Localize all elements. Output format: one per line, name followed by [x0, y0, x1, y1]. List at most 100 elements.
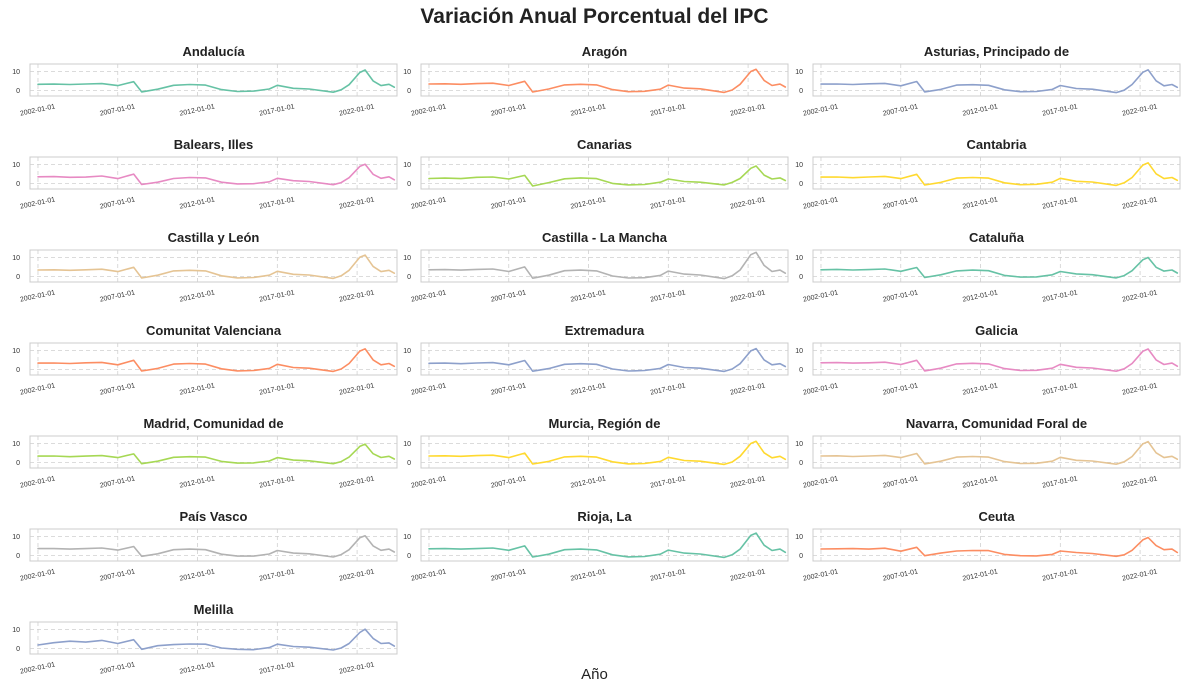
plot-frame: [812, 342, 1181, 376]
series-line: [820, 348, 1179, 372]
x-tick-label: 2012-01-01: [179, 568, 216, 582]
plot-frame: [420, 528, 789, 562]
subplot: Canarias 0 10 2002-01-01 2007-01-01 2012-01-0…: [403, 137, 789, 211]
x-tick-label: 2002-01-01: [19, 289, 56, 303]
x-tick-label: 2007-01-01: [882, 289, 919, 303]
x-tick-label: 2017-01-01: [259, 196, 296, 210]
x-tick-label: 2017-01-01: [1042, 568, 1079, 582]
x-tick-label: 2007-01-01: [882, 568, 919, 582]
subplot: Cantabria 0 10 2002-01-01 2007-01-01 2012-01-…: [795, 137, 1181, 211]
x-tick-label: 2002-01-01: [410, 103, 447, 117]
series-line: [428, 251, 787, 280]
subplot-title: Cantabria: [967, 137, 1028, 152]
x-tick-label: 2012-01-01: [962, 196, 999, 210]
x-tick-label: 2007-01-01: [99, 196, 136, 210]
series-line: [37, 163, 396, 186]
x-tick-label: 2002-01-01: [410, 568, 447, 582]
y-tick-label: 10: [12, 348, 20, 355]
x-tick-label: 2022-01-01: [339, 196, 376, 210]
subplot: Extremadura 0 10 2002-01-01 2007-01-01 2012-0…: [403, 323, 789, 397]
subplot-title: Cataluña: [969, 230, 1025, 245]
y-tick-label: 0: [407, 88, 411, 95]
y-tick-label: 0: [16, 181, 20, 188]
x-tick-label: 2022-01-01: [1122, 196, 1159, 210]
subplot: Ceuta 0 10 2002-01-01 2007-01-01 2012-01-01 20…: [795, 509, 1181, 583]
x-tick-label: 2002-01-01: [802, 475, 839, 489]
x-tick-label: 2007-01-01: [882, 475, 919, 489]
x-tick-label: 2017-01-01: [1042, 196, 1079, 210]
x-tick-label: 2002-01-01: [19, 568, 56, 582]
x-tick-label: 2012-01-01: [962, 568, 999, 582]
x-tick-label: 2022-01-01: [1122, 382, 1159, 396]
x-tick-label: 2012-01-01: [179, 475, 216, 489]
subplot-title: Melilla: [194, 602, 235, 617]
subplot-title: Castilla y León: [168, 230, 260, 245]
subplot-title: País Vasco: [180, 509, 248, 524]
x-tick-label: 2022-01-01: [1122, 475, 1159, 489]
x-tick-label: 2017-01-01: [1042, 475, 1079, 489]
x-tick-label: 2002-01-01: [19, 382, 56, 396]
x-tick-label: 2022-01-01: [730, 568, 767, 582]
plot-frame: [812, 435, 1181, 469]
x-tick-label: 2007-01-01: [99, 475, 136, 489]
x-tick-label: 2012-01-01: [570, 103, 607, 117]
x-axis-label: Año: [581, 666, 608, 683]
x-tick-label: 2022-01-01: [730, 289, 767, 303]
y-tick-label: 10: [795, 348, 803, 355]
series-line: [37, 69, 396, 93]
y-tick-label: 10: [12, 162, 20, 169]
subplot-title: Aragón: [582, 44, 628, 59]
subplot: Murcia, Región de 0 10 2002-01-01 2007-01-01…: [403, 416, 789, 490]
plot-frame: [420, 249, 789, 283]
subplot: Madrid, Comunidad de 0 10 2002-01-01 2007-01…: [12, 416, 398, 490]
x-tick-label: 2007-01-01: [490, 196, 527, 210]
y-tick-label: 10: [12, 69, 20, 76]
x-tick-label: 2002-01-01: [410, 475, 447, 489]
x-tick-label: 2022-01-01: [1122, 289, 1159, 303]
y-tick-label: 0: [799, 88, 803, 95]
subplot-title: Balears, Illes: [174, 137, 254, 152]
y-tick-label: 0: [16, 367, 20, 374]
x-tick-label: 2002-01-01: [410, 382, 447, 396]
x-tick-label: 2012-01-01: [179, 382, 216, 396]
series-line: [428, 165, 787, 187]
x-tick-label: 2002-01-01: [802, 103, 839, 117]
x-tick-label: 2002-01-01: [802, 289, 839, 303]
y-tick-label: 0: [407, 460, 411, 467]
chart-title: Variación Anual Porcentual del IPC: [420, 5, 769, 28]
series-line: [37, 628, 396, 651]
x-tick-label: 2017-01-01: [650, 568, 687, 582]
x-tick-label: 2017-01-01: [1042, 103, 1079, 117]
x-tick-label: 2012-01-01: [962, 475, 999, 489]
plot-frame: [420, 342, 789, 376]
series-line: [37, 535, 396, 558]
x-tick-label: 2007-01-01: [490, 103, 527, 117]
x-tick-label: 2007-01-01: [490, 568, 527, 582]
series-line: [820, 440, 1179, 465]
plot-frame: [29, 249, 398, 283]
plot-frame: [29, 156, 398, 190]
y-tick-label: 10: [795, 162, 803, 169]
y-tick-label: 10: [403, 348, 411, 355]
x-tick-label: 2007-01-01: [882, 382, 919, 396]
y-tick-label: 10: [403, 255, 411, 262]
x-tick-label: 2022-01-01: [730, 196, 767, 210]
subplot-title: Castilla - La Mancha: [542, 230, 668, 245]
x-tick-label: 2017-01-01: [650, 289, 687, 303]
x-tick-label: 2022-01-01: [339, 103, 376, 117]
x-tick-label: 2012-01-01: [179, 289, 216, 303]
subplot: Castilla - La Mancha 0 10 2002-01-01 2007-01…: [403, 230, 789, 304]
plot-frame: [29, 63, 398, 97]
x-tick-label: 2012-01-01: [570, 475, 607, 489]
y-tick-label: 10: [403, 441, 411, 448]
subplot: Rioja, La 0 10 2002-01-01 2007-01-01 2012-01-…: [403, 509, 789, 583]
subplot-title: Asturias, Principado de: [924, 44, 1069, 59]
x-tick-label: 2007-01-01: [882, 196, 919, 210]
x-tick-label: 2007-01-01: [99, 568, 136, 582]
subplot: Andalucía 0 10 2002-01-01 2007-01-01 2012-01-…: [12, 44, 398, 118]
y-tick-label: 0: [407, 553, 411, 560]
y-tick-label: 0: [407, 367, 411, 374]
x-tick-label: 2012-01-01: [962, 382, 999, 396]
y-tick-label: 0: [407, 181, 411, 188]
